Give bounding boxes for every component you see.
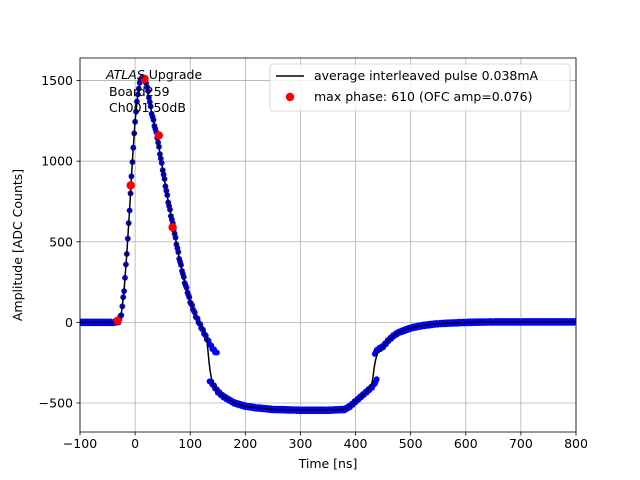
sample-point	[214, 349, 220, 356]
legend-label-max-phase: max phase: 610 (OFC amp=0.076)	[314, 89, 532, 104]
y-tick-label: 1000	[41, 154, 73, 169]
x-axis-label: Time [ns]	[298, 456, 358, 471]
x-tick-label: 700	[509, 436, 533, 451]
y-tick-label: 500	[49, 234, 73, 249]
max-phase-point	[168, 223, 177, 232]
x-tick-label: 300	[289, 436, 313, 451]
y-tick-label: 1500	[41, 73, 73, 88]
legend-box	[269, 63, 571, 112]
max-phase-point	[140, 74, 149, 84]
x-tick-label: 800	[564, 436, 588, 451]
legend: average interleaved pulse 0.038mA max ph…	[269, 63, 571, 112]
x-tick-label: 400	[344, 436, 368, 451]
annotation-atlas: ATLAS	[105, 67, 145, 82]
average-pulse-line	[80, 76, 576, 411]
sample-point	[373, 376, 380, 383]
max-phase-point	[126, 181, 135, 190]
y-axis-label: Amplitude [ADC Counts]	[10, 169, 25, 321]
plot-series	[80, 74, 576, 415]
legend-label-pulse: average interleaved pulse 0.038mA	[314, 68, 539, 83]
legend-marker-swatch	[285, 92, 295, 102]
max-phase-point	[113, 316, 122, 325]
annotation-board: Board259	[109, 84, 170, 99]
x-tick-label: 200	[233, 436, 257, 451]
x-tick-label: 500	[399, 436, 423, 451]
annotation-upgrade: Upgrade	[145, 67, 203, 82]
atlas-annotation: ATLAS Upgrade Board259 Ch001 50dB	[105, 67, 202, 115]
max-phase-point	[154, 131, 163, 140]
axis-ticks: −100 0 100 200 300 400 500 600 700 800 −500 0 500 100…	[39, 73, 588, 451]
y-tick-label: −500	[39, 395, 73, 410]
x-tick-label: 600	[454, 436, 478, 451]
annotation-channel: Ch001 50dB	[109, 100, 186, 115]
x-tick-label: −100	[63, 436, 97, 451]
plot-frame	[79, 57, 577, 433]
y-tick-label: 0	[65, 315, 73, 330]
x-tick-label: 100	[178, 436, 202, 451]
svg-text:ATLAS Upgrade: ATLAS Upgrade	[105, 67, 202, 82]
x-tick-label: 0	[131, 436, 139, 451]
